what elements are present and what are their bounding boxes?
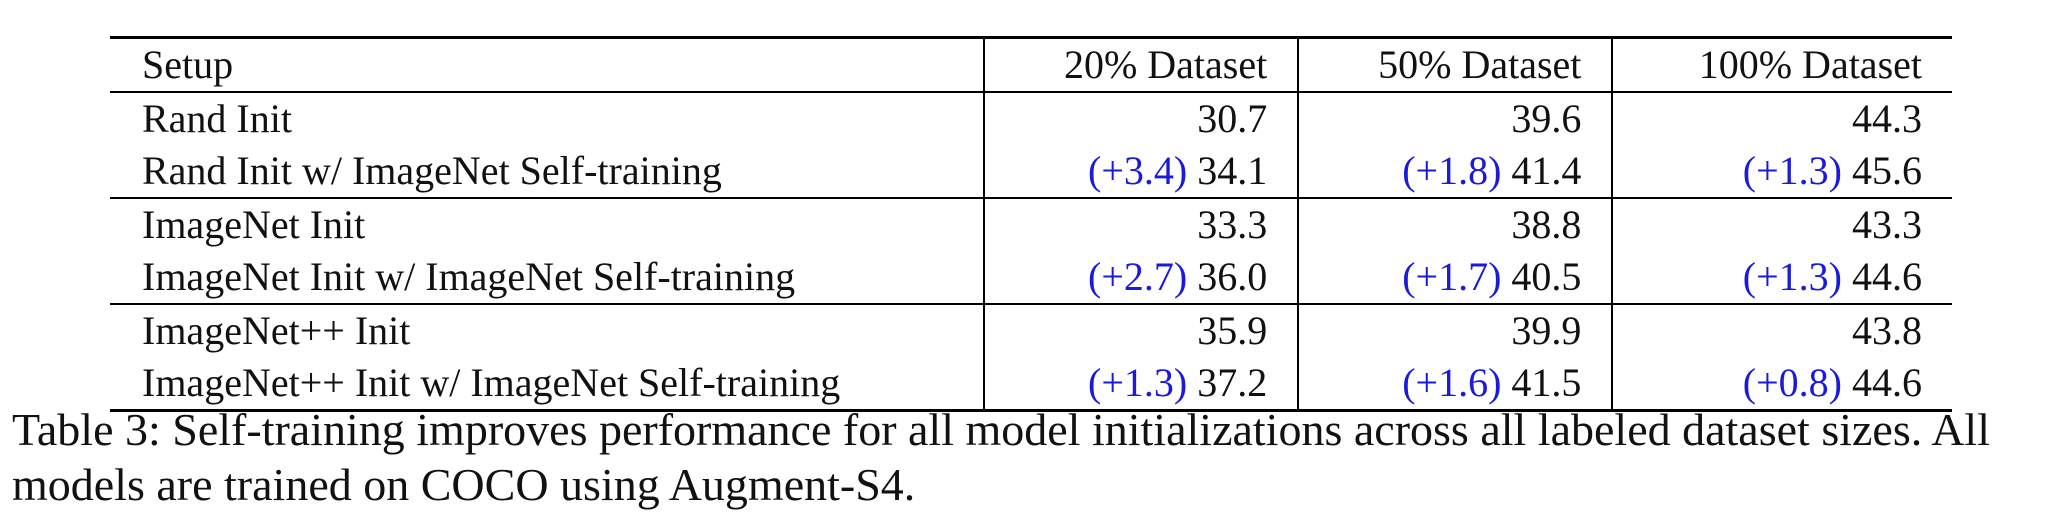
cell-50: 38.8 [1297,197,1613,251]
row-setup-label: Rand Init w/ ImageNet Self-training [142,148,722,193]
cell-100: 43.8 [1611,303,1952,357]
cell-20: 33.3 [982,197,1299,251]
cell-value: 30.7 [1197,96,1268,141]
row-setup-label: ImageNet++ Init [110,303,984,357]
cell-value: 39.9 [1511,308,1582,353]
gain-value: (+2.7) [1088,254,1188,299]
cell-value: 43.8 [1852,308,1922,353]
results-table: Setup 20% Dataset 50% Dataset 100% Datas… [110,36,1952,412]
cell-value: 39.6 [1511,96,1582,141]
gain-value: (+1.7) [1402,254,1502,299]
cell-value: 44.6 [1852,360,1922,405]
caption-label: Table 3: [12,404,161,455]
cell-100: (+0.8) 44.6 [1611,357,1952,412]
results-table-container: Setup 20% Dataset 50% Dataset 100% Datas… [110,36,1952,412]
cell-20: (+1.3) 37.2 [982,357,1299,412]
cell-value: 41.5 [1511,360,1582,405]
cell-100: 44.3 [1611,92,1952,145]
table-caption: Table 3: Self-training improves performa… [12,402,2052,512]
gain-value: (+1.3) [1742,148,1842,193]
cell-value: 45.6 [1852,148,1922,193]
table-row: ImageNet Init 33.3 38.8 43.3 [110,197,1952,251]
cell-value: 40.5 [1511,254,1582,299]
table-row: ImageNet++ Init w/ ImageNet Self-trainin… [110,357,1952,412]
header-setup: Setup [110,36,984,93]
cell-value: 38.8 [1511,202,1582,247]
gain-value: (+1.6) [1402,360,1502,405]
cell-100: (+1.3) 45.6 [1611,145,1952,198]
table-row: Rand Init 30.7 39.6 44.3 [110,92,1952,145]
gain-value: (+1.3) [1088,360,1188,405]
cell-20: 35.9 [982,303,1299,357]
cell-value: 44.6 [1852,254,1922,299]
gain-value: (+1.3) [1742,254,1842,299]
cell-100: (+1.3) 44.6 [1611,251,1952,304]
caption-text: Self-training improves performance for a… [12,404,1990,510]
row-setup-label: ImageNet Init [110,197,984,251]
table-row: ImageNet++ Init 35.9 39.9 43.8 [110,303,1952,357]
gain-value: (+1.8) [1402,148,1502,193]
cell-20: (+3.4) 34.1 [982,145,1299,198]
header-20-dataset: 20% Dataset [982,36,1299,93]
cell-20: 30.7 [982,92,1299,145]
cell-100: 43.3 [1611,197,1952,251]
cell-value: 36.0 [1197,254,1268,299]
gain-value: (+3.4) [1088,148,1188,193]
cell-20: (+2.7) 36.0 [982,251,1299,304]
cell-value: 37.2 [1197,360,1268,405]
cell-50: 39.9 [1297,303,1613,357]
header-100-dataset: 100% Dataset [1611,36,1952,93]
table-row: Rand Init w/ ImageNet Self-training (+3.… [110,145,1952,198]
row-setup-label: ImageNet Init w/ ImageNet Self-training [142,254,796,299]
row-setup-label: Rand Init [142,96,292,141]
row-setup-label: ImageNet++ Init w/ ImageNet Self-trainin… [110,357,984,412]
cell-value: 43.3 [1852,202,1922,247]
cell-50: (+1.6) 41.5 [1297,357,1613,412]
cell-50: (+1.8) 41.4 [1297,145,1613,198]
gain-value: (+0.8) [1742,360,1842,405]
table-header-row: Setup 20% Dataset 50% Dataset 100% Datas… [110,36,1952,93]
cell-value: 41.4 [1511,148,1582,193]
header-50-dataset: 50% Dataset [1297,36,1613,93]
cell-value: 35.9 [1197,308,1268,353]
cell-50: 39.6 [1297,92,1613,145]
cell-50: (+1.7) 40.5 [1297,251,1613,304]
cell-value: 33.3 [1197,202,1268,247]
cell-value: 34.1 [1197,148,1268,193]
table-row: ImageNet Init w/ ImageNet Self-training … [110,251,1952,304]
cell-value: 44.3 [1852,96,1922,141]
